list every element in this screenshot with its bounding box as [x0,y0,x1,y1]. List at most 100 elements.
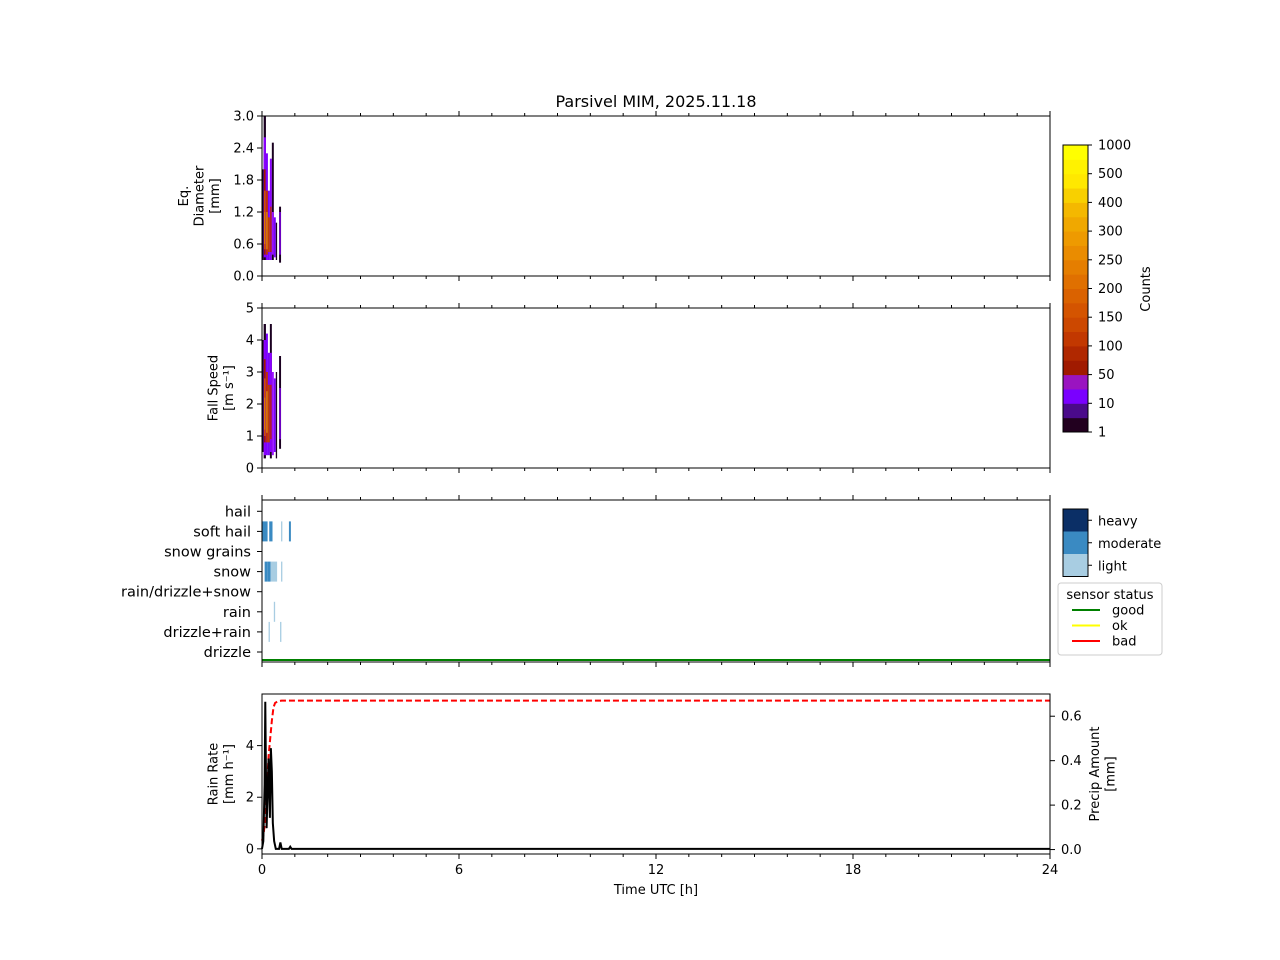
colorbar-segment [1063,360,1088,376]
diameter-panel: 0.0 0.6 1.2 1.8 2.4 3.0 Eq. Diameter [mm] [177,110,1051,285]
colorbar-segment [1063,145,1088,160]
precip-type-block [270,561,278,582]
colorbar-segment [1063,302,1088,318]
colorbar-tick-label: 1000 [1098,139,1131,154]
y-tick-label-left: 2 [246,791,254,806]
colorbar-tick-label: 1 [1098,426,1106,441]
y-axis-label-left: [mm h⁻¹] [222,744,237,804]
precip-type-panel: drizzle drizzle+rain rain rain/drizzle+snow… [121,495,1051,667]
y-tick-label: 0.0 [233,270,254,285]
heatmap-cell [262,340,264,452]
colorbar-segment [1063,331,1088,347]
axes-frame [261,307,1051,469]
colorbar-segment [1063,231,1088,246]
fall-speed-panel: 0 1 2 3 4 5 Fall Speed [m s⁻¹] [207,302,1051,477]
colorbar-tick-label: 400 [1098,196,1123,211]
precip-type-block [288,521,291,542]
heatmap-cell [262,169,264,260]
colorbar-segment [1063,159,1088,175]
status-legend-title: sensor status [1066,588,1153,603]
y-tick-label: 2 [246,398,254,413]
status-legend-label: good [1112,604,1144,619]
y-axis-label-right: [mm] [1104,756,1119,791]
y-tick-label: 1 [246,430,254,445]
heatmap-cell [264,397,266,430]
heatmap-cell [271,372,274,456]
colorbar-label: Counts [1139,266,1154,312]
y-axis-label: [mm] [208,178,223,213]
heatmap-cell [271,212,274,255]
y-tick-label: 3 [246,366,254,381]
precip-category-label: snow grains [164,545,251,561]
precip-type-block [280,621,282,642]
heatmap-cell [273,378,276,452]
intensity-label: light [1098,559,1127,574]
colorbar-segment [1063,173,1088,189]
colorbar-tick-label: 100 [1098,339,1123,354]
colorbar-tick-label: 50 [1098,368,1115,383]
x-tick-label: 24 [1042,863,1059,878]
colorbar-segment [1063,245,1088,261]
heatmap-cell [273,217,276,258]
y-tick-label: 3.0 [233,110,254,125]
precip-category-label: rain/drizzle+snow [121,585,251,601]
y-tick-label: 0.6 [233,238,254,253]
y-tick-label: 5 [246,302,254,317]
precip-type-block [264,561,268,582]
status-legend-label: ok [1112,619,1128,634]
colorbar-segment [1063,202,1088,218]
heatmap-cell [271,142,274,260]
counts-colorbar: 1 10 50 100 150 200 250 300 400 500 1000 Counts [1062,139,1154,441]
heatmap-cell [279,212,281,255]
colorbar-segment [1063,345,1088,361]
precip-category-label: drizzle+rain [163,625,251,641]
precip-category-label: rain [223,605,251,621]
y-tick-label: 1.2 [233,206,254,221]
precip-type-block [281,561,283,582]
y-tick-label-right: 0.6 [1061,710,1082,725]
colorbar-segment [1063,417,1088,433]
panels: 0.00.61.21.82.43.0Eq. Diameter [mm]012345F… [121,110,1118,899]
heatmap-cell [264,212,266,244]
status-legend-box [1057,582,1163,656]
colorbar-tick-label: 10 [1098,397,1115,412]
y-tick-label: 0 [246,462,254,477]
heatmap-cell [270,384,272,440]
colorbar-segment [1063,403,1088,419]
y-tick-label-left: 4 [246,739,254,754]
figure-title: Parsivel MIM, 2025.11.18 [555,92,756,111]
colorbar-segment [1063,274,1088,289]
y-tick-label-left: 0 [246,842,254,857]
intensity-swatch [1063,531,1088,554]
intensity-swatch [1063,554,1088,577]
y-tick-label-right: 0.2 [1061,799,1082,814]
precip-type-block [267,561,271,582]
x-tick-label: 0 [258,863,266,878]
colorbar-segment [1063,288,1088,304]
x-tick-label: 6 [455,863,463,878]
precip-category-label: snow [214,565,252,581]
intensity-label: heavy [1098,514,1138,529]
precip-type-block [273,601,276,622]
status-legend-label: bad [1112,635,1136,650]
y-axis-label-left: Rain Rate [207,743,222,806]
y-axis-label: Eq. [177,186,192,207]
y-tick-label-right: 0.4 [1061,754,1082,769]
y-tick-label: 2.4 [233,142,254,157]
colorbar-tick-label: 300 [1098,225,1123,240]
y-tick-label-right: 0.0 [1061,843,1082,858]
x-tick-label: 12 [648,863,665,878]
y-axis-label-right: Precip Amount [1088,727,1103,822]
y-tick-label: 1.8 [233,174,254,189]
colorbar-segment [1063,259,1088,275]
heatmap-cell [266,391,268,433]
heatmap-cell [270,206,272,252]
heatmap-cell [267,384,270,443]
intensity-label: moderate [1098,537,1161,552]
y-axis-label: Diameter [193,165,208,226]
rain-rate-line [261,701,1050,850]
precip-type-block [268,621,270,642]
precip-amount-line [261,699,1050,841]
